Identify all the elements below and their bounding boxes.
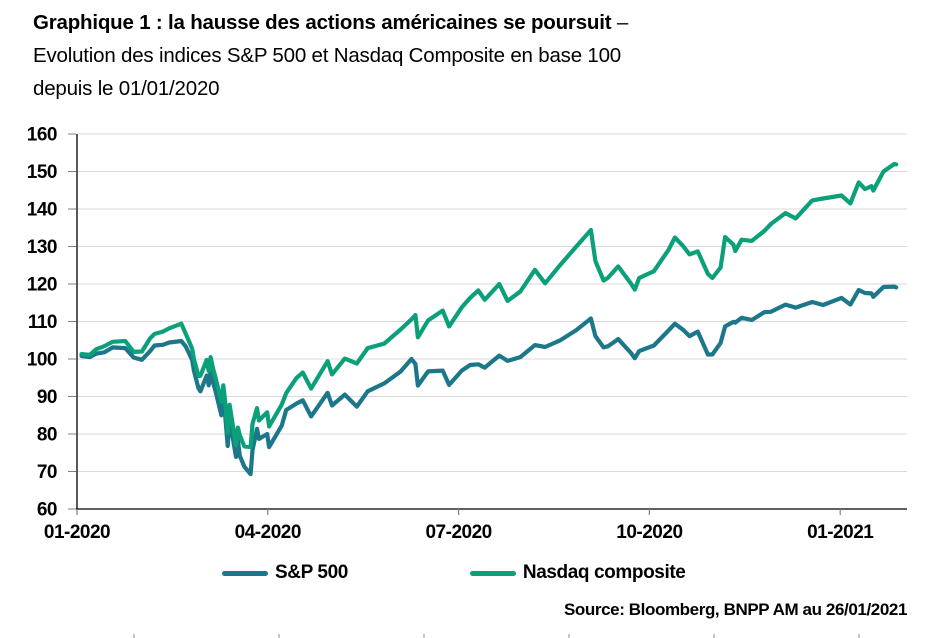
svg-text:10-2020: 10-2020 — [616, 522, 682, 543]
svg-text:100: 100 — [27, 350, 57, 371]
cropped-axis-tick — [133, 634, 135, 638]
svg-text:01-2021: 01-2021 — [807, 522, 874, 543]
title-bold-text: Graphique 1 : la hausse des actions amér… — [33, 11, 612, 34]
cropped-axis-tick — [423, 634, 425, 638]
svg-text:70: 70 — [37, 462, 57, 483]
legend-label-nasdaq: Nasdaq composite — [522, 562, 686, 583]
svg-text:60: 60 — [37, 500, 57, 521]
chart-legend: S&P 500 Nasdaq composite — [222, 560, 686, 586]
legend-item-sp500: S&P 500 — [222, 560, 348, 586]
svg-text:150: 150 — [27, 162, 57, 183]
nasdaq-line-swatch-icon — [469, 570, 516, 576]
title-line-1: Graphique 1 : la hausse des actions amér… — [33, 6, 913, 39]
legend-label-sp500: S&P 500 — [275, 562, 348, 583]
cropped-axis-tick — [568, 634, 570, 638]
svg-text:160: 160 — [27, 125, 57, 146]
cropped-axis-tick — [858, 634, 860, 638]
svg-text:04-2020: 04-2020 — [235, 522, 301, 543]
title-line-2: Evolution des indices S&P 500 et Nasdaq … — [33, 44, 622, 67]
svg-text:07-2020: 07-2020 — [425, 522, 491, 543]
svg-text:01-2020: 01-2020 — [44, 522, 110, 543]
sp500-line-swatch-icon — [222, 570, 268, 576]
cropped-axis-tick — [278, 634, 280, 638]
source-note: Source: Bloomberg, BNPP AM au 26/01/2021 — [563, 600, 907, 619]
cropped-axis-tick — [713, 634, 715, 638]
title-dash: – — [611, 11, 629, 34]
svg-text:110: 110 — [28, 312, 57, 333]
svg-text:120: 120 — [27, 275, 57, 296]
svg-text:140: 140 — [27, 200, 57, 221]
line-chart-plot: 60 70 80 90 100 110 120 130 140 150 160 01-2020 04-2… — [27, 125, 907, 543]
svg-text:80: 80 — [37, 425, 57, 446]
title-line-3: depuis le 01/01/2020 — [33, 77, 220, 100]
chart-title: Graphique 1 : la hausse des actions amér… — [33, 6, 913, 105]
svg-text:90: 90 — [37, 387, 57, 408]
svg-text:130: 130 — [27, 237, 57, 258]
legend-item-nasdaq: Nasdaq composite — [469, 560, 686, 586]
